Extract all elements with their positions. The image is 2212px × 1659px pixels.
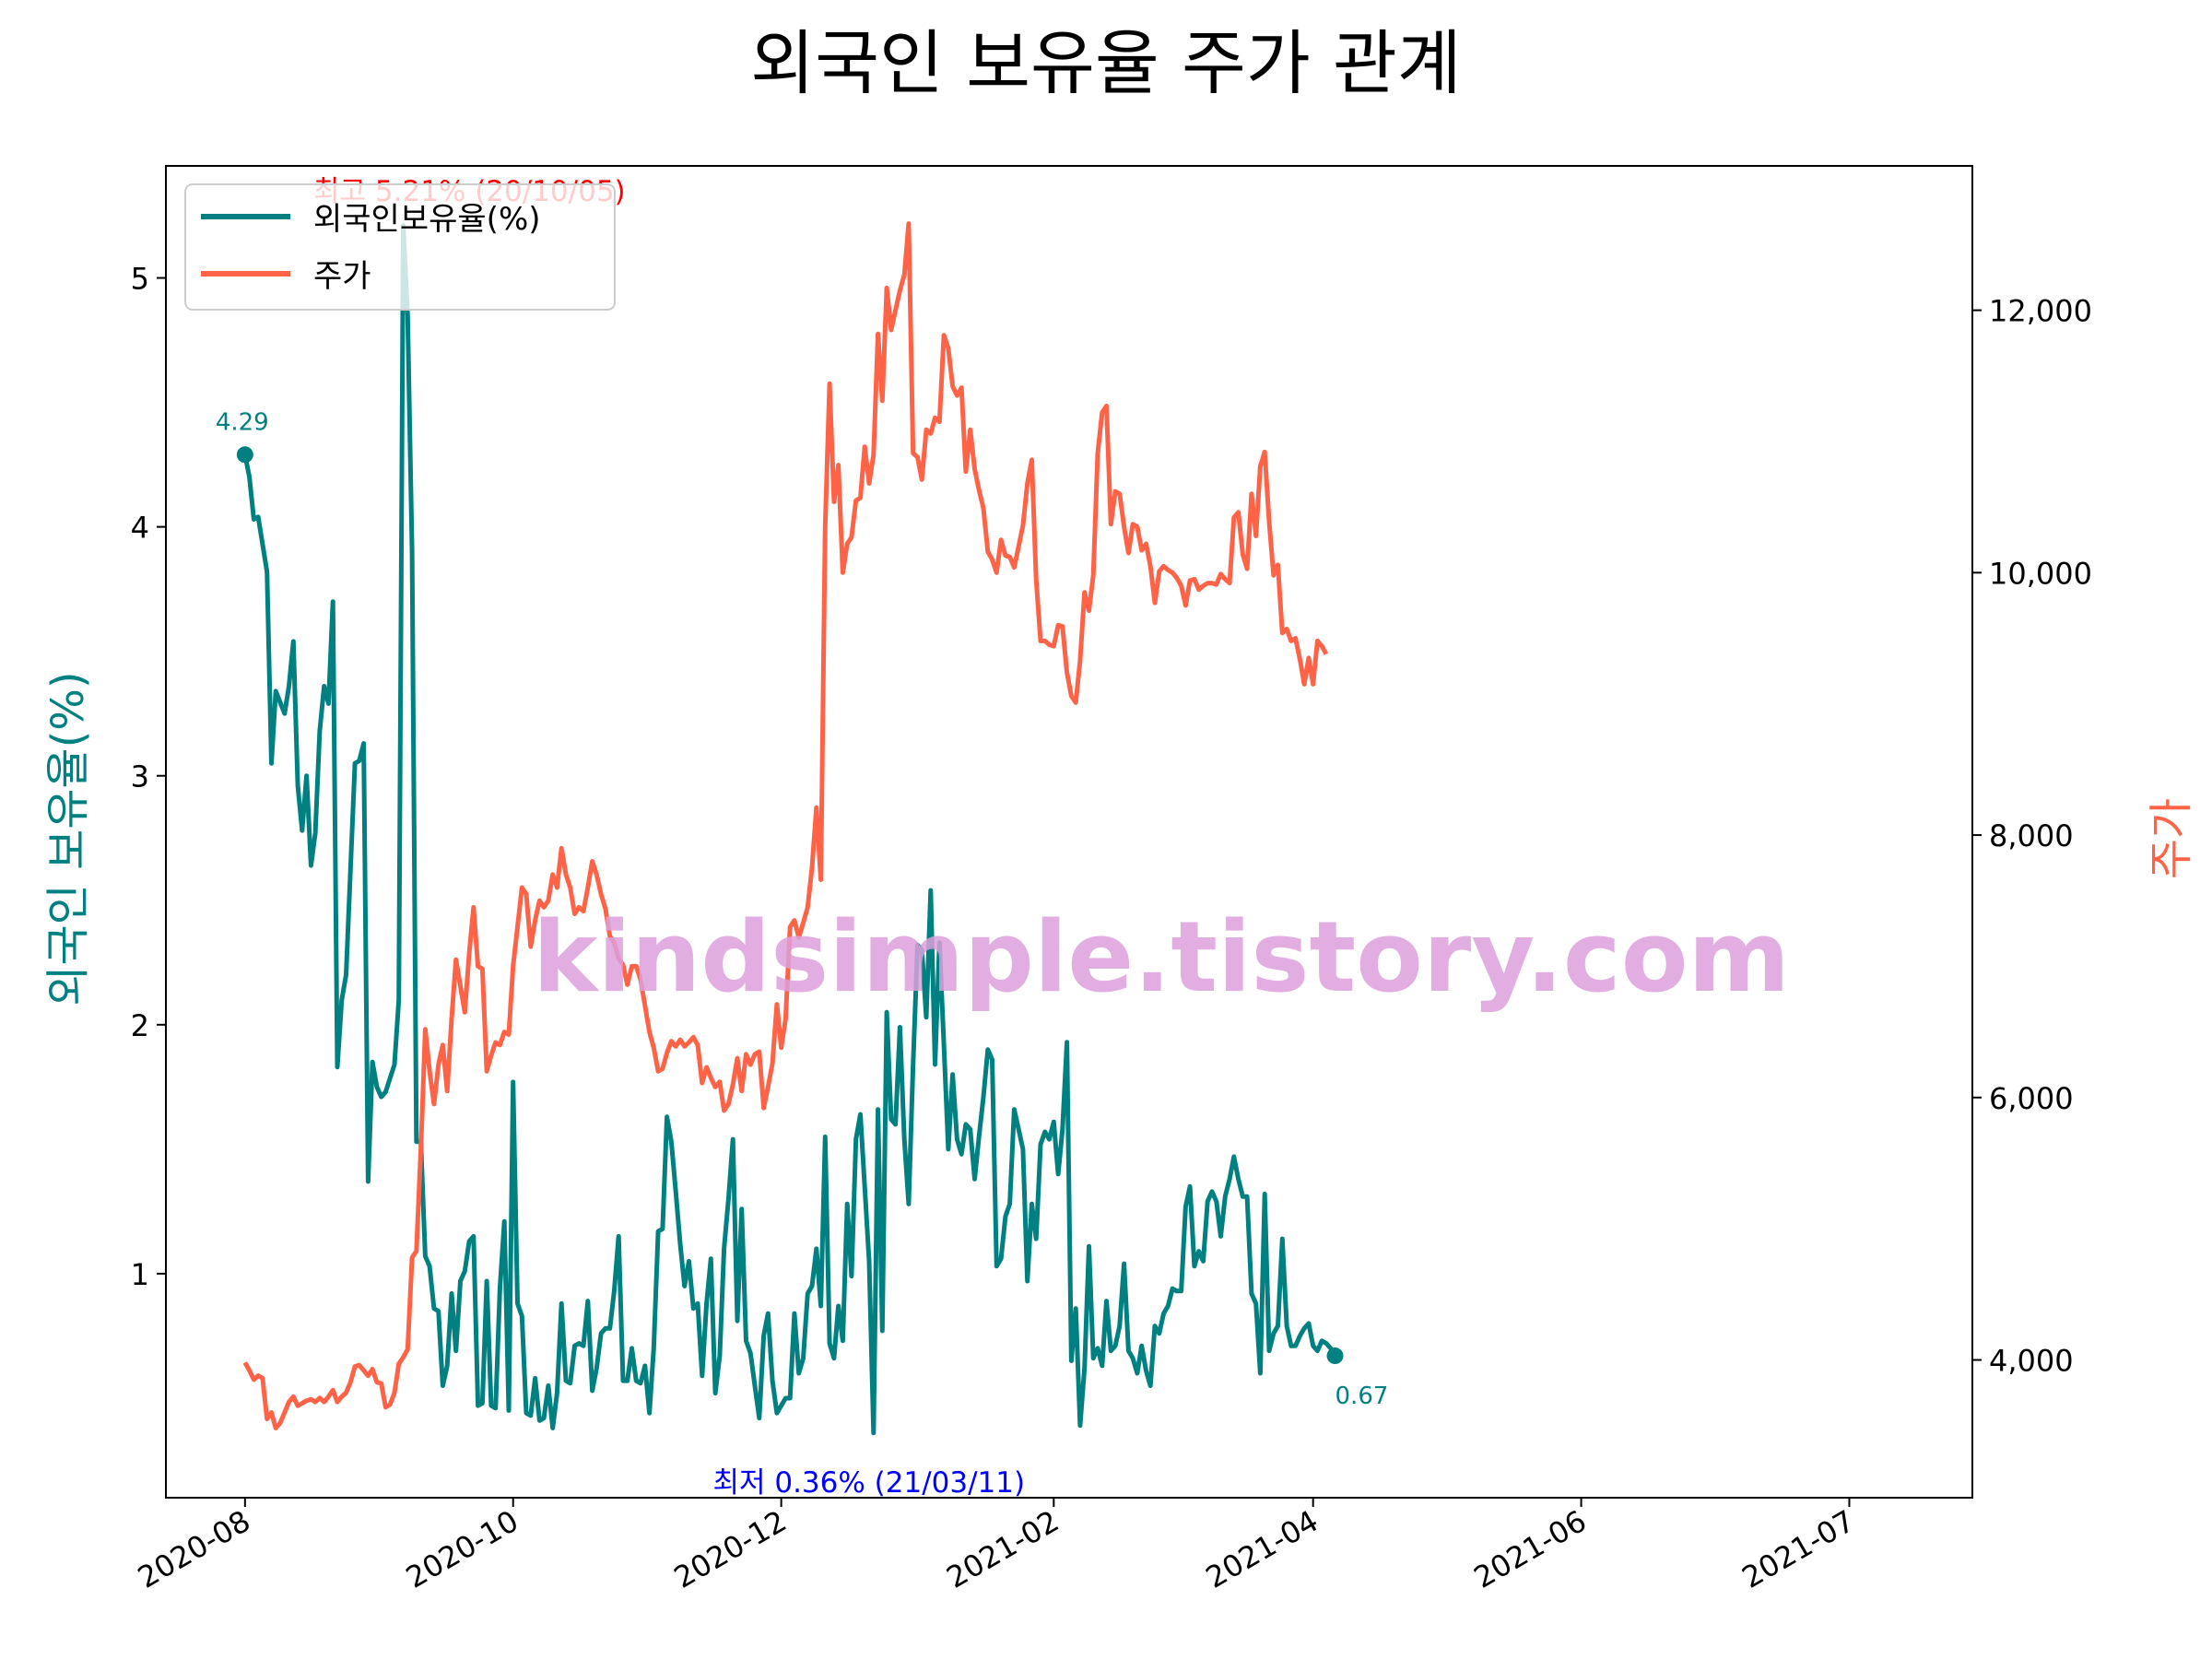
end-value-label: 0.67 <box>1335 1382 1389 1410</box>
y-left-tick-label: 4 <box>131 511 149 546</box>
start-marker <box>236 446 253 464</box>
y-right-tick-label: 4,000 <box>1989 1344 2074 1379</box>
start-value-label: 4.29 <box>216 408 269 436</box>
y-left-tick-label: 5 <box>131 262 149 297</box>
y-left-tick-label: 2 <box>131 1008 149 1043</box>
y-right-tick-label: 8,000 <box>1989 818 2074 853</box>
legend-box <box>184 183 616 311</box>
y-left-tick-label: 3 <box>131 759 149 794</box>
legend: 외국인보유율(%) 주가 <box>184 183 616 311</box>
chart-title: 외국인 보유율 주가 관계 <box>750 22 1462 104</box>
y-axis-right-label: 주가 <box>2146 798 2197 879</box>
y-right-tick-label: 10,000 <box>1989 556 2092 591</box>
min-annotation: 최저 0.36% (21/03/11) <box>712 1466 1025 1500</box>
legend-label-ownership: 외국인보유율(%) <box>313 201 541 238</box>
y-axis-left-label: 외국인 보유율(%) <box>42 671 94 1006</box>
watermark: kindsimple.tistory.com <box>533 900 1790 1014</box>
plot-frame <box>165 165 1973 1499</box>
end-marker <box>1326 1347 1344 1365</box>
y-right-tick-label: 12,000 <box>1989 294 2092 329</box>
y-left-tick-label: 1 <box>131 1257 149 1292</box>
legend-label-price: 주가 <box>313 258 371 295</box>
y-right-tick-label: 6,000 <box>1989 1081 2074 1116</box>
series-line-price <box>242 221 1329 1430</box>
series-line-ownership <box>242 223 1337 1436</box>
